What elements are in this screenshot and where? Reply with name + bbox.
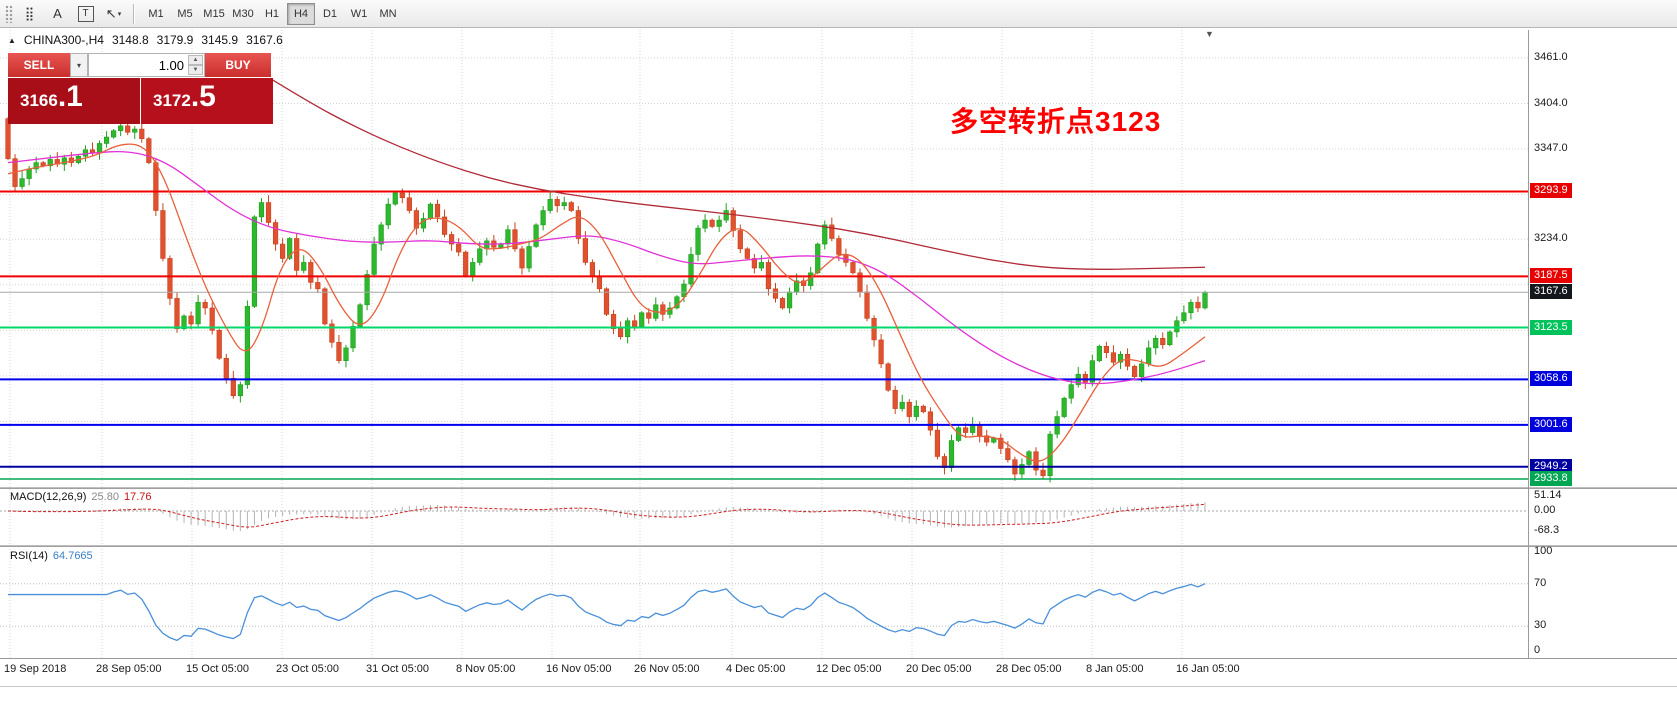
volume-increase-button[interactable]: ▲ [188,55,203,65]
volume-field-wrap: ▲ ▼ [88,53,205,77]
rsi-axis-label: 70 [1534,577,1547,589]
cursor-icon: ↖ [105,5,117,21]
time-axis-label[interactable]: 20 Dec 05:00 [906,663,972,675]
timeframe-m5-button[interactable]: M5 [177,7,193,20]
time-axis-label[interactable]: 8 Jan 05:00 [1086,663,1144,675]
sell-price-display[interactable]: 3166 .1 [8,78,140,124]
time-axis-label[interactable]: 15 Oct 05:00 [186,663,249,675]
pane-splitter-macd[interactable] [0,487,1677,489]
timeframe-d1-button[interactable]: D1 [322,7,338,20]
toolbar-separator [133,3,135,24]
price-tag: 3187.5 [1530,268,1572,284]
volume-spinner: ▲ ▼ [188,55,203,75]
ohlc-close: 3167.6 [246,33,283,47]
macd-axis-label: -68.3 [1534,524,1560,536]
macd-value-main: 25.80 [91,491,119,503]
ohlc-high: 3179.9 [156,33,194,47]
buy-button[interactable]: BUY [205,53,271,77]
price-axis-label: 3234.0 [1534,232,1568,245]
timeframe-m1-button[interactable]: M1 [148,7,164,20]
buy-price-display[interactable]: 3172 .5 [141,78,273,124]
time-axis-label[interactable]: 12 Dec 05:00 [816,663,882,675]
drawing-tools-group: ⣿ A T ↖ ▾ [17,3,126,25]
volume-input[interactable] [89,54,204,76]
time-axis-label[interactable]: 28 Dec 05:00 [996,663,1062,675]
grid-tool-button[interactable]: ⣿ [17,3,42,25]
time-axis-label[interactable]: 23 Oct 05:00 [276,663,339,675]
text-label-icon: T [77,5,94,22]
price-axis-label: 3461.0 [1534,51,1568,63]
timeframes-group: M1 M5 M15 M30 H1 H4 D1 W1 MN [142,2,402,25]
ohlc-low: 3145.9 [201,33,239,47]
macd-value-signal: 17.76 [123,491,152,503]
symbol-period-label: CHINA300-,H4 [23,33,104,47]
rsi-value: 64.7665 [52,550,93,562]
volume-decrease-button[interactable]: ▼ [188,65,203,75]
pane-splitter-rsi[interactable] [0,545,1677,547]
rsi-label: RSI(14) 64.7665 [10,550,93,562]
price-tag: 2949.2 [1530,458,1572,474]
time-axis-label[interactable]: 16 Jan 05:00 [1176,663,1240,675]
timeframe-w1-button[interactable]: W1 [350,7,368,20]
macd-name: MACD(12,26,9) [10,491,87,503]
chart-annotation: 多空转折点3123 [950,106,1162,137]
sell-button[interactable]: SELL [8,53,70,77]
time-axis-separator [0,658,1677,659]
toolbar-grip[interactable] [5,4,13,23]
grid-icon: ⣿ [24,5,35,21]
time-axis-label[interactable]: 31 Oct 05:00 [366,663,429,675]
time-axis-label[interactable]: 4 Dec 05:00 [726,663,786,675]
cursor-tool-button[interactable]: ↖ ▾ [101,3,126,25]
volume-dropdown[interactable]: ▾ [70,53,88,77]
toolbar: ⣿ A T ↖ ▾ M1 M5 M15 M30 H1 H4 D1 W1 MN [0,0,1677,28]
timeframe-m15-button[interactable]: M15 [203,7,225,20]
macd-label: MACD(12,26,9) 25.80 17.76 [10,491,151,503]
price-axis-label: 3404.0 [1534,96,1568,109]
timeframe-h4-button[interactable]: H4 [287,2,315,25]
price-tag: 3123.5 [1530,319,1572,335]
buy-price-frac: .5 [190,80,216,113]
sell-price-main: 3166 [20,91,58,110]
time-axis-label[interactable]: 8 Nov 05:00 [456,663,516,675]
chevron-down-icon: ▾ [117,10,122,18]
timeframe-h1-button[interactable]: H1 [264,7,280,20]
time-axis-label[interactable]: 28 Sep 05:00 [96,663,162,675]
rsi-axis-label: 30 [1534,619,1547,631]
sell-price-frac: .1 [57,80,83,113]
chart-window-bottom-edge [0,686,1677,687]
macd-axis-label: 0.00 [1534,504,1556,516]
timeframe-m30-button[interactable]: M30 [232,7,254,20]
ohlc-header: ▲ CHINA300-,H4 3148.8 3179.9 3145.9 3167… [8,33,283,47]
time-axis-label[interactable]: 26 Nov 05:00 [634,663,700,675]
time-axis-label[interactable]: 16 Nov 05:00 [546,663,612,675]
price-tag: 3167.6 [1530,284,1572,300]
rsi-name: RSI(14) [10,550,48,562]
ohlc-open: 3148.8 [111,33,149,47]
price-axis-separator [1528,30,1529,658]
timeframe-mn-button[interactable]: MN [379,7,397,20]
symbol-marker-icon: ▲ [8,35,16,45]
price-tag: 2933.8 [1530,471,1572,487]
chart-shift-marker-icon[interactable]: ▼ [1205,29,1214,39]
price-axis-label: 3347.0 [1534,142,1568,155]
one-click-trading-panel: SELL ▾ ▲ ▼ BUY 3166 .1 3172 .5 [8,53,273,124]
rsi-axis-label: 0 [1534,644,1541,656]
text-icon: A [53,6,62,21]
price-tag: 3293.9 [1530,183,1572,199]
time-axis-label[interactable]: 19 Sep 2018 [4,663,67,675]
buy-price-main: 3172 [153,91,191,110]
text-label-tool-button[interactable]: T [73,3,98,25]
macd-axis-label: 51.14 [1534,489,1562,501]
rsi-axis-label: 100 [1534,545,1553,557]
price-tag: 3058.6 [1530,371,1572,387]
text-tool-button[interactable]: A [45,3,70,25]
price-tag: 3001.6 [1530,416,1572,432]
